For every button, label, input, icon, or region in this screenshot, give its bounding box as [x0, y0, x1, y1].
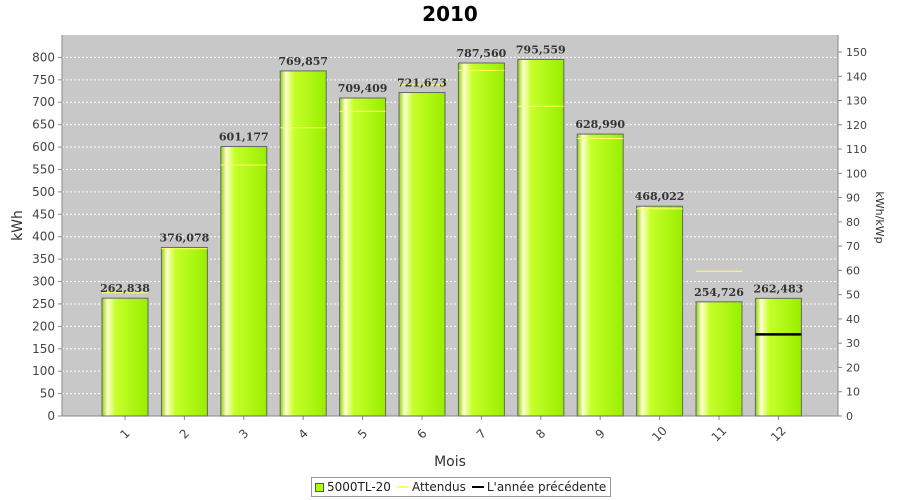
- legend: 5000TL-20 Attendus L'année précédente: [311, 477, 612, 497]
- legend-swatch-previous-year: [471, 486, 484, 488]
- bar-value-label: 254,726: [694, 286, 744, 299]
- bar: [339, 97, 387, 417]
- x-tick-label: 11: [709, 424, 730, 445]
- y-tick-label: 200: [32, 319, 55, 333]
- y-right-tick-label: 30: [846, 337, 860, 350]
- legend-swatch-expected: [396, 486, 409, 488]
- bar: [398, 92, 446, 417]
- y-right-tick-label: 10: [846, 386, 860, 399]
- bar-value-label: 709,409: [338, 82, 388, 95]
- y-right-tick-label: 100: [846, 167, 867, 180]
- y-tick-label: 750: [32, 73, 55, 87]
- x-tick-label: 5: [355, 426, 370, 441]
- y-tick-label: 350: [32, 252, 55, 266]
- bar: [160, 246, 208, 417]
- y-tick-label: 800: [32, 50, 55, 64]
- y-right-tick-label: 140: [846, 70, 867, 83]
- legend-label-previous-year: L'année précédente: [486, 480, 607, 494]
- x-tick-label: 8: [533, 426, 548, 441]
- bar-value-label: 601,177: [219, 131, 269, 144]
- bar-value-label: 262,838: [100, 282, 150, 295]
- x-tick-label: 1: [117, 426, 132, 441]
- bar-series: [101, 58, 802, 417]
- y-right-tick-label: 20: [846, 361, 860, 374]
- bar: [220, 146, 268, 417]
- bar: [101, 297, 149, 417]
- bar: [695, 301, 743, 417]
- y-right-tick-label: 40: [846, 313, 860, 326]
- data-labels: 262,838 376,078 601,177 769,857 709,409 721,6…: [100, 43, 803, 298]
- bar-value-label: 795,559: [516, 43, 566, 56]
- y-right-tick-label: 110: [846, 143, 867, 156]
- y-right-tick-label: 0: [846, 410, 853, 423]
- y-tick-label: 650: [32, 118, 55, 132]
- bar-value-label: 468,022: [635, 190, 685, 203]
- x-tick-label: 2: [177, 426, 192, 441]
- y-tick-label: 250: [32, 297, 55, 311]
- y-tick-label: 150: [32, 342, 55, 356]
- y-axis-left: 0 50 100 150 200 250 300 350 400 450 500 550 600 650 7…: [32, 35, 63, 423]
- y-right-tick-label: 70: [846, 240, 860, 253]
- y-axis-right: 0 10 20 30 40 50 60 70 80 90 100 110 120 130 140 150: [837, 35, 867, 423]
- bar: [457, 62, 505, 417]
- y-right-tick-label: 150: [846, 46, 867, 59]
- x-tick-label: 10: [649, 424, 670, 445]
- bar: [517, 58, 565, 417]
- y-tick-label: 100: [32, 364, 55, 378]
- bar-value-label: 262,483: [754, 282, 804, 295]
- y-right-tick-label: 80: [846, 216, 860, 229]
- y-axis-label: kWh: [10, 210, 26, 241]
- legend-label-bar: 5000TL-20: [327, 480, 391, 494]
- y-axis-right-label: kWh/kWp: [873, 191, 886, 243]
- x-tick-label: 4: [296, 426, 311, 441]
- legend-label-expected: Attendus: [411, 480, 466, 494]
- bar-value-label: 376,078: [160, 231, 210, 244]
- x-tick-label: 9: [593, 426, 608, 441]
- legend-item-previous-year: L'année précédente: [471, 480, 607, 494]
- y-tick-label: 300: [32, 275, 55, 289]
- y-right-tick-label: 50: [846, 289, 860, 302]
- marker-series: [102, 69, 802, 336]
- y-tick-label: 700: [32, 95, 55, 109]
- bar: [576, 133, 624, 417]
- y-tick-label: 0: [47, 409, 55, 423]
- bar-value-label: 769,857: [278, 55, 328, 68]
- bar-value-label: 628,990: [575, 118, 625, 131]
- y-tick-label: 550: [32, 162, 55, 176]
- y-right-tick-label: 90: [846, 192, 860, 205]
- x-axis-label: Mois: [434, 454, 466, 470]
- y-tick-label: 450: [32, 207, 55, 221]
- y-tick-label: 400: [32, 230, 55, 244]
- y-right-tick-label: 120: [846, 119, 867, 132]
- x-tick-label: 3: [236, 426, 251, 441]
- y-tick-label: 50: [40, 387, 55, 401]
- x-tick-label: 6: [414, 426, 429, 441]
- x-tick-label: 12: [768, 424, 789, 445]
- bar: [754, 297, 802, 417]
- legend-item-expected: Attendus: [396, 480, 466, 494]
- chart-title: 2010: [422, 2, 478, 26]
- bar-value-label: 721,673: [397, 77, 447, 90]
- y-tick-label: 500: [32, 185, 55, 199]
- bar-value-label: 787,560: [457, 47, 507, 60]
- y-right-tick-label: 130: [846, 95, 867, 108]
- bar: [279, 70, 327, 417]
- legend-swatch-bar: [315, 482, 324, 492]
- y-right-tick-label: 60: [846, 264, 860, 277]
- x-tick-label: 7: [474, 426, 489, 441]
- bar: [636, 205, 684, 417]
- x-axis: 1 2 3 4 5 6 7 8 9 10 11 12: [62, 415, 838, 445]
- legend-item-bar: 5000TL-20: [315, 480, 391, 494]
- y-tick-label: 600: [32, 140, 55, 154]
